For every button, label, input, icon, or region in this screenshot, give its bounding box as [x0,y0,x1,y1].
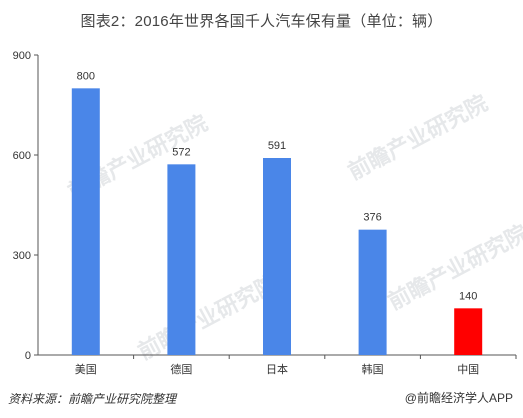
bar [167,164,196,355]
data-label: 376 [363,212,381,224]
data-label: 800 [77,70,95,82]
source-note: 资料来源：前瞻产业研究院整理 [8,392,177,406]
y-tick-label: 0 [25,350,31,362]
y-tick-label: 600 [13,150,31,162]
bar [263,158,291,355]
bar [358,229,387,355]
x-tick-label: 中国 [457,363,479,376]
x-tick-label: 美国 [75,363,97,376]
chart-title: 图表2：2016年世界各国千人汽车保有量（单位：辆） [80,13,443,30]
bar [454,308,483,355]
x-tick-label: 韩国 [362,362,384,376]
data-label: 591 [268,140,286,152]
y-tick-label: 900 [13,50,31,62]
y-tick-label: 300 [13,250,31,262]
data-label: 140 [459,290,477,302]
x-tick-label: 日本 [266,362,288,376]
data-label: 572 [172,146,190,158]
brand-credit: @前瞻经济学人APP [404,391,513,405]
bar [71,88,100,355]
x-tick-label: 德国 [170,362,192,376]
bar-chart: 0 300 600 900 800 美国 572 德国 591 日本 376 韩国 140 中国 [13,50,517,376]
